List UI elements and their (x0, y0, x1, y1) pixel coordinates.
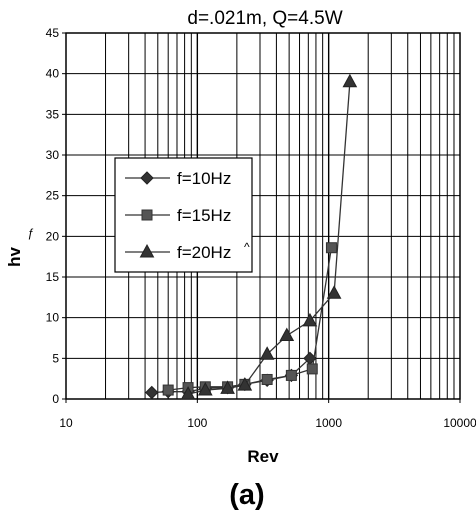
data-point (261, 373, 273, 385)
y-axis-ticks: 0 5 10 15 20 25 30 35 40 45 (46, 26, 66, 406)
data-point (279, 327, 295, 342)
data-point (220, 380, 235, 394)
y-tick-label: 20 (46, 229, 60, 243)
legend-label: f=20Hz (177, 243, 231, 262)
y-tick-label: 15 (46, 270, 60, 284)
data-point (145, 385, 159, 400)
data-point (285, 369, 297, 381)
legend-item: f=15Hz (125, 206, 231, 225)
x-axis-label: Rev (247, 447, 279, 466)
data-point (306, 363, 318, 375)
y-tick-label: 35 (46, 107, 60, 121)
y-axis-label-mark: ƒ (28, 226, 35, 240)
y-tick-label: 0 (52, 392, 59, 406)
y-tick-label: 40 (46, 67, 60, 81)
x-axis-ticks: 10 100 1000 10000 (59, 399, 476, 430)
x-tick-label: 1000 (315, 416, 342, 430)
legend-marker (141, 209, 153, 221)
y-tick-label: 10 (46, 311, 60, 325)
legend-item: f=10Hz (125, 169, 231, 188)
plot-area-border (65, 32, 461, 400)
y-tick-label: 25 (46, 189, 60, 203)
legend-label: f=15Hz (177, 206, 231, 225)
data-point (326, 285, 342, 299)
data-point (197, 382, 213, 396)
legend-caret-mark: ^ (244, 240, 250, 254)
series-triangle (180, 73, 358, 400)
legend: f=10Hz f=15Hz f=20Hz ^ (114, 157, 253, 273)
x-tick-label: 10000 (443, 416, 476, 430)
y-tick-label: 30 (46, 148, 60, 162)
panel-label: (a) (229, 479, 264, 511)
data-point (259, 346, 275, 360)
data-point (325, 242, 337, 254)
data-point (162, 384, 174, 396)
x-tick-label: 10 (59, 416, 73, 430)
chart-title: d=.021m, Q=4.5W (187, 8, 342, 29)
y-tick-label: 5 (52, 351, 59, 365)
legend-label: f=10Hz (177, 169, 231, 188)
data-point (302, 312, 318, 327)
legend-item: f=20Hz (125, 243, 231, 262)
legend-marker (139, 243, 155, 258)
y-axis-label: hv (5, 247, 24, 267)
series-group (145, 73, 358, 400)
y-tick-label: 45 (46, 26, 60, 40)
data-point (342, 73, 358, 88)
legend-marker (140, 171, 154, 185)
data-point (237, 377, 253, 391)
x-tick-label: 100 (187, 416, 207, 430)
data-point (180, 386, 196, 400)
